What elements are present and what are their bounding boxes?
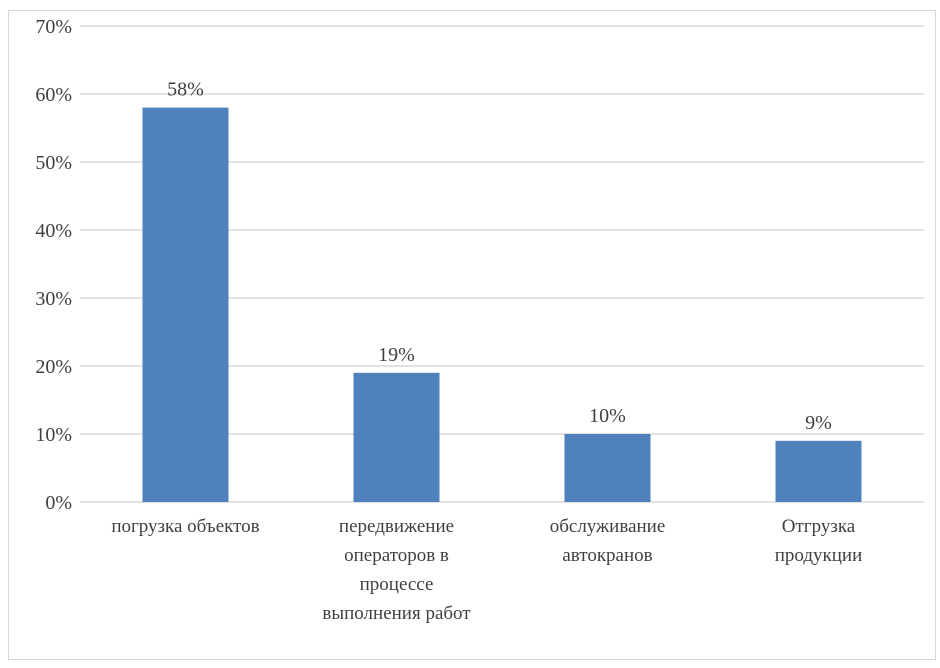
bar [142,107,229,502]
y-tick-label: 0% [45,492,72,514]
bar [564,434,651,502]
x-category-label: передвижение операторов в процессе выполнен… [322,516,471,624]
x-category-label: обслуживание автокранов [550,516,666,566]
data-label: 58% [167,79,204,101]
y-tick-label: 60% [35,84,72,106]
bar [775,440,862,502]
y-tick-label: 50% [35,152,72,174]
y-tick-label: 30% [35,288,72,310]
y-tick-label: 70% [35,16,72,38]
chart-frame [8,10,936,660]
y-tick-label: 40% [35,220,72,242]
x-category-label: Отгрузка продукции [775,516,863,566]
y-tick-label: 20% [35,356,72,378]
y-tick-label: 10% [35,424,72,446]
bar [353,372,440,502]
x-category-label: погрузка объектов [111,516,259,537]
data-label: 9% [805,412,832,434]
data-label: 10% [589,405,626,427]
data-label: 19% [378,344,415,366]
